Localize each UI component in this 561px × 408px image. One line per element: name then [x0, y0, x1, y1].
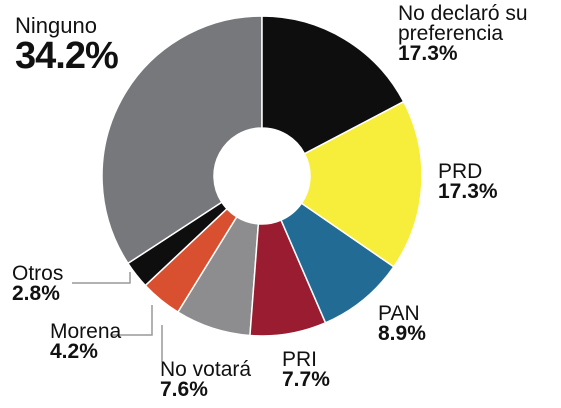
- category-label: No votará: [160, 358, 252, 381]
- pie-slice: [176, 215, 260, 337]
- value-label: 2.8%: [12, 282, 60, 305]
- value-label: 7.6%: [160, 378, 208, 401]
- pie-slice: [300, 100, 423, 268]
- slice-label: No votará 7.6%: [160, 358, 280, 401]
- slice-label: Morena 4.2%: [50, 320, 160, 363]
- pie-slice: [280, 202, 395, 324]
- category-label: Ninguno: [15, 13, 97, 38]
- leader-line: [112, 305, 153, 336]
- value-label: 17.3%: [438, 180, 498, 203]
- category-label: No declaró su preferencia: [398, 2, 528, 45]
- category-label: PAN: [378, 302, 420, 325]
- value-label: 4.2%: [50, 340, 98, 363]
- category-label: PRD: [438, 160, 483, 183]
- category-label: Morena: [50, 320, 122, 343]
- slice-label: PRD 17.3%: [438, 160, 558, 203]
- slice-label: PRI 7.7%: [282, 348, 382, 391]
- slice-label: Otros 2.8%: [12, 262, 112, 305]
- value-label: 8.9%: [378, 322, 426, 345]
- slice-label: No declaró su preferencia 17.3%: [398, 2, 558, 65]
- pie-slice: [101, 15, 263, 265]
- value-label: 17.3%: [398, 42, 458, 65]
- slice-label: PAN 8.9%: [378, 302, 498, 345]
- value-label: 34.2%: [15, 35, 119, 77]
- leader-line: [72, 272, 131, 284]
- leader-lines: [72, 272, 163, 362]
- pie-slice: [249, 219, 327, 337]
- category-label: PRI: [282, 348, 318, 371]
- pie-slice: [144, 207, 238, 314]
- slice-label: Ninguno 34.2%: [15, 13, 155, 77]
- value-label: 7.7%: [282, 368, 330, 391]
- pie-slice: [261, 15, 405, 155]
- category-label: Otros: [12, 262, 64, 285]
